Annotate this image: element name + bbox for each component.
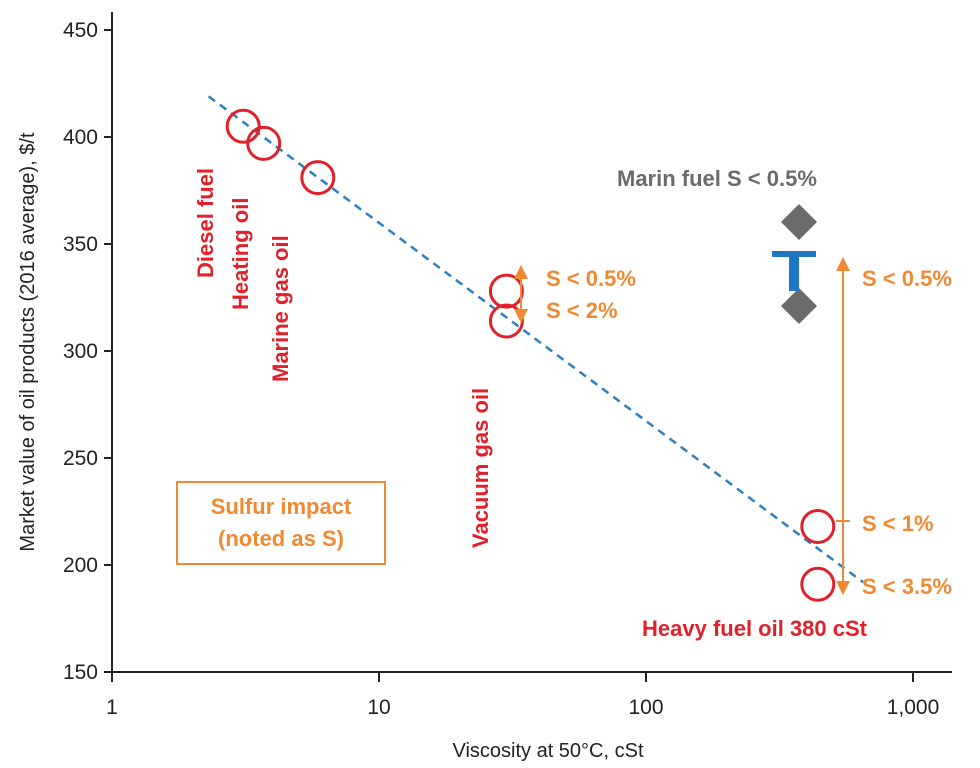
y-tick-label: 300 <box>63 340 98 363</box>
marine-fuel-title: Marin fuel S < 0.5% <box>617 166 817 191</box>
trendline <box>207 95 864 584</box>
y-ticks: 150 200 250 300 350 400 450 <box>63 19 112 684</box>
marine-fuel-diamond-low <box>781 288 817 324</box>
data-point <box>300 160 336 196</box>
data-point <box>225 108 261 144</box>
sulfur-label-hfo-top: S < 0.5% <box>862 266 952 291</box>
label-heating-oil: Heating oil <box>228 198 253 310</box>
x-tick-label: 1 <box>106 696 118 719</box>
y-tick-label: 400 <box>63 126 98 149</box>
sulfur-label-hfo-mid: S < 1% <box>862 511 934 536</box>
label-vacuum-gas-oil: Vacuum gas oil <box>468 388 493 548</box>
data-point <box>246 125 282 161</box>
sulfur-label-vgo-high: S < 2% <box>546 298 618 323</box>
data-point <box>800 508 836 544</box>
data-point <box>800 566 836 602</box>
x-tick-label: 10 <box>367 696 390 719</box>
y-tick-label: 200 <box>63 554 98 577</box>
y-tick-label: 250 <box>63 447 98 470</box>
sulfur-impact-box <box>176 481 386 565</box>
x-axis: 1 10 100 1,000 <box>106 671 952 719</box>
y-tick-label: 150 <box>63 661 98 684</box>
x-ticks: 1 10 100 1,000 <box>106 672 939 719</box>
y-axis-title: Market value of oil products (2016 avera… <box>17 132 39 552</box>
label-heavy-fuel-oil: Heavy fuel oil 380 cSt <box>642 616 868 641</box>
x-axis-title: Viscosity at 50°C, cSt <box>452 740 643 762</box>
y-axis: 150 200 250 300 350 400 450 <box>63 12 113 684</box>
data-point <box>488 303 524 339</box>
marine-fuel-diamond-high <box>781 204 817 240</box>
sulfur-label-vgo-low: S < 0.5% <box>546 266 636 291</box>
sulfur-impact-line1: Sulfur impact <box>211 494 352 519</box>
y-tick-label: 450 <box>63 19 98 42</box>
label-marine-gas-oil: Marine gas oil <box>268 235 293 382</box>
label-diesel-fuel: Diesel fuel <box>193 168 218 278</box>
data-point <box>488 273 524 309</box>
x-tick-label: 100 <box>628 696 663 719</box>
sulfur-label-hfo-low: S < 3.5% <box>862 574 952 599</box>
y-tick-label: 350 <box>63 233 98 256</box>
sulfur-impact-line2: (noted as S) <box>218 526 344 551</box>
x-tick-label: 1,000 <box>887 696 940 719</box>
